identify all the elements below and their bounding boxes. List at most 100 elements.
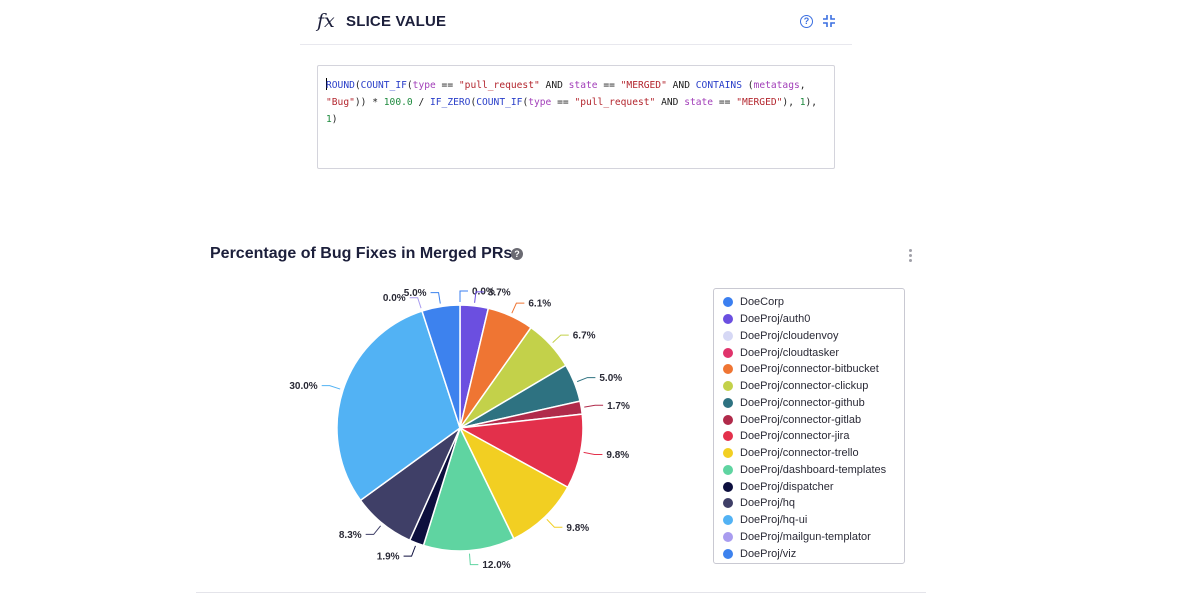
pie-slice[interactable] bbox=[422, 425, 515, 552]
slice-label-leader bbox=[474, 291, 484, 303]
formula-token: ( bbox=[522, 97, 529, 108]
formula-token: ( bbox=[741, 80, 754, 91]
legend-swatch bbox=[723, 515, 733, 526]
legend-label: DoeProj/cloudenvoy bbox=[740, 329, 839, 342]
legend-swatch bbox=[723, 330, 733, 341]
formula-token: == bbox=[713, 97, 737, 108]
legend-swatch bbox=[723, 364, 733, 375]
formula-token: AND bbox=[666, 80, 696, 91]
legend-item[interactable]: DoeProj/connector-gitlab bbox=[714, 411, 904, 428]
formula-token: 1 bbox=[326, 114, 332, 125]
slice-label: 12.0% bbox=[482, 560, 510, 571]
formula-token: state bbox=[684, 97, 714, 108]
slice-label-leader bbox=[546, 518, 563, 528]
legend-label: DoeProj/dispatcher bbox=[740, 480, 834, 493]
formula-code[interactable]: ROUND(COUNT_IF(type == "pull_request" AN… bbox=[326, 77, 826, 128]
legend-swatch bbox=[723, 481, 733, 492]
formula-token: 100.0 bbox=[383, 97, 413, 108]
legend-item[interactable]: DoeProj/connector-trello bbox=[714, 445, 904, 462]
legend-item[interactable]: DoeProj/hq-ui bbox=[714, 512, 904, 529]
formula-token: == bbox=[597, 80, 621, 91]
formula-token: AND bbox=[655, 97, 685, 108]
slice-value-title: SLICE VALUE bbox=[346, 13, 447, 30]
legend-swatch bbox=[723, 448, 733, 459]
formula-token: ) bbox=[331, 114, 338, 125]
slice-label-leader bbox=[430, 292, 441, 304]
formula-token: / bbox=[412, 97, 430, 108]
chart-legend: DoeCorp DoeProj/auth0 DoeProj/cloudenvoy Do… bbox=[713, 288, 905, 564]
legend-item[interactable]: DoeProj/viz bbox=[714, 545, 904, 562]
legend-label: DoeProj/hq bbox=[740, 497, 796, 510]
legend-item[interactable]: DoeProj/dashboard-templates bbox=[714, 462, 904, 479]
chart-title: Percentage of Bug Fixes in Merged PRs bbox=[210, 245, 513, 262]
formula-token: == bbox=[551, 97, 575, 108]
legend-item[interactable]: DoeProj/connector-github bbox=[714, 395, 904, 412]
formula-token: ( bbox=[470, 97, 477, 108]
slice-value-header: fx SLICE VALUE ? bbox=[300, 0, 852, 45]
slice-label-leader bbox=[511, 302, 525, 314]
formula-token: AND bbox=[539, 80, 569, 91]
formula-token: )) * bbox=[354, 97, 384, 108]
slice-label: 1.7% bbox=[607, 401, 630, 412]
slice-label: 9.8% bbox=[606, 450, 629, 461]
formula-editor[interactable]: ROUND(COUNT_IF(type == "pull_request" AN… bbox=[317, 65, 835, 169]
slice-label: 9.8% bbox=[566, 523, 589, 534]
formula-token: CONTAINS bbox=[695, 80, 742, 91]
legend-swatch bbox=[723, 414, 733, 425]
legend-label: DoeProj/hq-ui bbox=[740, 514, 808, 527]
slice-label-leader bbox=[552, 334, 569, 343]
pie-slice[interactable] bbox=[421, 304, 461, 429]
formula-token: ROUND bbox=[326, 80, 355, 91]
kebab-menu-icon[interactable] bbox=[909, 249, 913, 263]
legend-label: DoeProj/connector-trello bbox=[740, 447, 859, 460]
legend-item[interactable]: DoeProj/hq bbox=[714, 495, 904, 512]
legend-item[interactable]: DoeCorp bbox=[714, 294, 904, 311]
slice-label-leader bbox=[409, 297, 422, 309]
legend-item[interactable]: DoeProj/mailgun-templator bbox=[714, 529, 904, 546]
formula-token: COUNT_IF bbox=[360, 80, 407, 91]
legend-item[interactable]: DoeProj/cloudenvoy bbox=[714, 328, 904, 345]
text-caret bbox=[326, 78, 327, 90]
formula-token: "pull_request" bbox=[574, 97, 656, 108]
help-circle-icon[interactable]: ? bbox=[800, 15, 813, 28]
legend-item[interactable]: DoeProj/connector-clickup bbox=[714, 378, 904, 395]
legend-label: DoeProj/auth0 bbox=[740, 313, 811, 326]
pie-slice[interactable] bbox=[336, 310, 461, 502]
fx-icon: fx bbox=[317, 10, 335, 32]
pie-slice[interactable] bbox=[458, 426, 569, 540]
formula-token: IF_ZERO bbox=[430, 97, 471, 108]
legend-swatch bbox=[723, 347, 733, 358]
collapse-icon[interactable] bbox=[822, 14, 836, 28]
slice-label-leader bbox=[365, 525, 381, 535]
legend-item[interactable]: DoeProj/cloudtasker bbox=[714, 344, 904, 361]
slice-label: 30.0% bbox=[289, 381, 317, 392]
legend-label: DoeProj/connector-jira bbox=[740, 430, 850, 443]
pie-slice[interactable] bbox=[457, 413, 584, 489]
slice-label-leader bbox=[459, 290, 468, 302]
legend-label: DoeProj/cloudtasker bbox=[740, 346, 840, 359]
slice-label-leader bbox=[321, 385, 341, 390]
formula-token: COUNT_IF bbox=[476, 97, 523, 108]
legend-label: DoeProj/mailgun-templator bbox=[740, 530, 871, 543]
chart-help-icon[interactable]: ? bbox=[511, 248, 523, 260]
legend-label: DoeProj/connector-bitbucket bbox=[740, 363, 879, 376]
formula-token: , bbox=[799, 80, 812, 91]
legend-item[interactable]: DoeProj/auth0 bbox=[714, 311, 904, 328]
legend-label: DoeProj/connector-clickup bbox=[740, 380, 869, 393]
slice-label: 8.3% bbox=[339, 530, 362, 541]
legend-item[interactable]: DoeProj/dispatcher bbox=[714, 478, 904, 495]
slice-label: 6.1% bbox=[528, 299, 551, 310]
formula-token: type bbox=[412, 80, 436, 91]
formula-token: ( bbox=[406, 80, 413, 91]
legend-label: DoeProj/connector-gitlab bbox=[740, 413, 862, 426]
legend-item[interactable]: DoeProj/connector-jira bbox=[714, 428, 904, 445]
slice-label: 3.7% bbox=[488, 287, 511, 298]
legend-item[interactable]: DoeProj/connector-bitbucket bbox=[714, 361, 904, 378]
legend-swatch bbox=[723, 498, 733, 509]
legend-swatch bbox=[723, 464, 733, 475]
formula-token: "MERGED" bbox=[620, 80, 667, 91]
formula-token: == bbox=[435, 80, 459, 91]
legend-swatch bbox=[723, 314, 733, 325]
